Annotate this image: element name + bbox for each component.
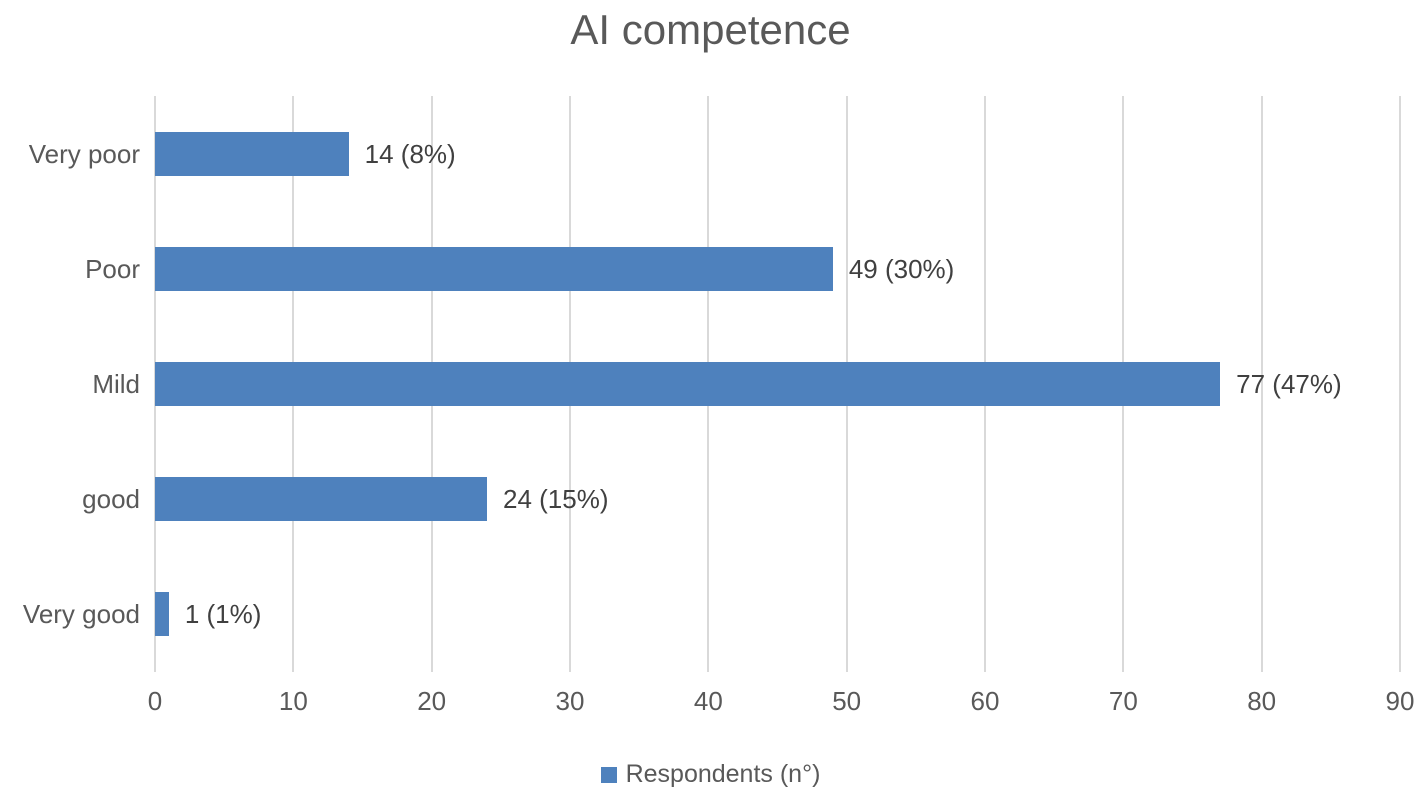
x-tick-label-60: 60 <box>970 686 1000 716</box>
data-label-very-poor: 14 (8%) <box>364 138 456 169</box>
category-label-very-good: Very good <box>22 599 140 630</box>
legend: Respondents (n°) <box>0 760 1421 789</box>
bar-very-good <box>155 592 169 637</box>
x-tick-label-0: 0 <box>147 686 163 716</box>
x-tick-label-40: 40 <box>693 686 723 716</box>
x-tick-label-30: 30 <box>555 686 585 716</box>
plot-area <box>154 96 1401 672</box>
category-label-good: good <box>82 484 140 515</box>
x-tick-label-70: 70 <box>1108 686 1138 716</box>
gridline-x-90 <box>1399 96 1401 672</box>
category-label-poor: Poor <box>85 253 140 284</box>
x-tick-label-10: 10 <box>278 686 308 716</box>
bar-very-poor <box>155 131 349 176</box>
category-label-very-poor: Very poor <box>28 138 140 169</box>
chart-title: AI competence <box>570 6 851 53</box>
bar-poor <box>155 246 833 291</box>
x-tick-label-20: 20 <box>417 686 447 716</box>
gridline-x-80 <box>1260 96 1263 672</box>
x-tick-label-50: 50 <box>832 686 862 716</box>
category-label-mild: Mild <box>92 369 140 399</box>
legend-swatch-icon <box>600 766 617 783</box>
bar-mild <box>155 362 1221 406</box>
x-tick-label-90: 90 <box>1385 686 1415 716</box>
data-label-mild: 77 (47%) <box>1236 369 1342 399</box>
data-label-very-good: 1 (1%) <box>184 599 262 630</box>
legend-label: Respondents (n°) <box>625 760 821 788</box>
bar-good <box>155 477 487 522</box>
data-label-poor: 49 (30%) <box>848 253 955 284</box>
data-label-good: 24 (15%) <box>503 484 609 515</box>
x-tick-label-80: 80 <box>1247 686 1277 716</box>
